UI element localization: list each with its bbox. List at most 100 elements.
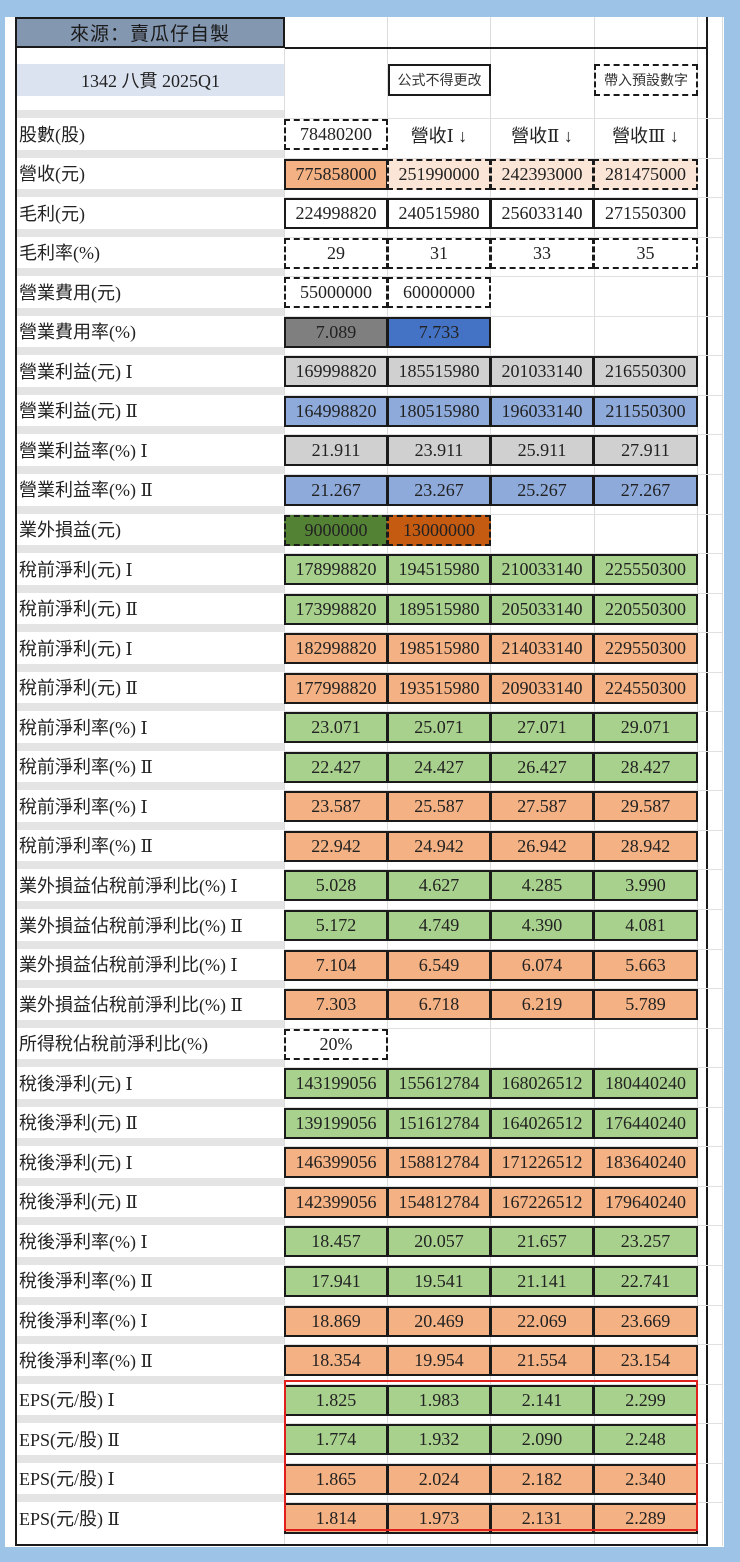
- value-cell[interactable]: 23.071: [284, 712, 388, 744]
- value-cell[interactable]: 229550300: [593, 633, 698, 665]
- value-cell[interactable]: 7.303: [284, 989, 388, 1021]
- value-cell[interactable]: 25.587: [387, 791, 491, 823]
- value-cell[interactable]: 29.071: [593, 712, 698, 744]
- value-cell[interactable]: 23.154: [593, 1345, 698, 1377]
- value-cell[interactable]: 5.028: [284, 870, 388, 902]
- value-cell[interactable]: 1.973: [387, 1503, 491, 1535]
- value-cell[interactable]: 220550300: [593, 593, 698, 625]
- value-cell[interactable]: 1.825: [284, 1384, 388, 1416]
- value-cell[interactable]: 60000000: [387, 277, 491, 309]
- revenue-scenario-header[interactable]: 營收Ⅰ ↓: [410, 125, 468, 146]
- value-cell[interactable]: 182998820: [284, 633, 388, 665]
- value-cell[interactable]: 224998820: [284, 198, 388, 230]
- value-cell[interactable]: 20.469: [387, 1305, 491, 1337]
- value-cell[interactable]: 17.941: [284, 1265, 388, 1297]
- value-cell[interactable]: 180515980: [387, 395, 491, 427]
- value-cell[interactable]: 21.911: [284, 435, 388, 467]
- value-cell[interactable]: 23.257: [593, 1226, 698, 1258]
- value-cell[interactable]: 19.541: [387, 1265, 491, 1297]
- value-cell[interactable]: 5.172: [284, 910, 388, 941]
- value-cell[interactable]: 251990000: [387, 158, 491, 190]
- value-cell[interactable]: 775858000: [284, 158, 388, 190]
- value-cell[interactable]: 27.911: [593, 435, 698, 467]
- value-cell[interactable]: 26.427: [490, 751, 594, 783]
- value-cell[interactable]: 179640240: [593, 1186, 698, 1218]
- value-cell[interactable]: 281475000: [593, 158, 698, 190]
- value-cell[interactable]: 196033140: [490, 395, 594, 427]
- value-cell[interactable]: 224550300: [593, 672, 698, 704]
- value-cell[interactable]: 2.131: [490, 1503, 594, 1535]
- value-cell[interactable]: 55000000: [284, 277, 388, 309]
- value-cell[interactable]: 240515980: [387, 198, 491, 230]
- value-cell[interactable]: 27.267: [593, 474, 698, 506]
- value-cell[interactable]: 7.089: [284, 316, 388, 348]
- value-cell[interactable]: 20%: [284, 1028, 388, 1060]
- value-cell[interactable]: 209033140: [490, 672, 594, 704]
- value-cell[interactable]: 2.299: [593, 1384, 698, 1416]
- value-cell[interactable]: 24.942: [387, 830, 491, 862]
- value-cell[interactable]: 177998820: [284, 672, 388, 704]
- value-cell[interactable]: 78480200: [284, 119, 388, 150]
- value-cell[interactable]: 1.932: [387, 1424, 491, 1456]
- value-cell[interactable]: 4.390: [490, 910, 594, 941]
- value-cell[interactable]: 4.627: [387, 870, 491, 902]
- value-cell[interactable]: 173998820: [284, 593, 388, 625]
- value-cell[interactable]: 22.069: [490, 1305, 594, 1337]
- value-cell[interactable]: 28.427: [593, 751, 698, 783]
- value-cell[interactable]: 21.657: [490, 1226, 594, 1258]
- value-cell[interactable]: 178998820: [284, 554, 388, 586]
- value-cell[interactable]: 33: [490, 237, 594, 269]
- value-cell[interactable]: 183640240: [593, 1147, 698, 1179]
- value-cell[interactable]: 18.354: [284, 1345, 388, 1377]
- value-cell[interactable]: 242393000: [490, 158, 594, 190]
- value-cell[interactable]: 22.942: [284, 830, 388, 862]
- value-cell[interactable]: 20.057: [387, 1226, 491, 1258]
- value-cell[interactable]: 27.587: [490, 791, 594, 823]
- value-cell[interactable]: 6.549: [387, 949, 491, 981]
- value-cell[interactable]: 24.427: [387, 751, 491, 783]
- value-cell[interactable]: 5.789: [593, 989, 698, 1021]
- value-cell[interactable]: 7.733: [387, 316, 491, 348]
- value-cell[interactable]: 225550300: [593, 554, 698, 586]
- value-cell[interactable]: 180440240: [593, 1068, 698, 1100]
- value-cell[interactable]: 164026512: [490, 1107, 594, 1139]
- value-cell[interactable]: 193515980: [387, 672, 491, 704]
- value-cell[interactable]: 2.141: [490, 1384, 594, 1416]
- value-cell[interactable]: 167226512: [490, 1186, 594, 1218]
- value-cell[interactable]: 18.869: [284, 1305, 388, 1337]
- value-cell[interactable]: 3.990: [593, 870, 698, 902]
- value-cell[interactable]: 5.663: [593, 949, 698, 981]
- value-cell[interactable]: 214033140: [490, 633, 594, 665]
- value-cell[interactable]: 23.911: [387, 435, 491, 467]
- value-cell[interactable]: 6.074: [490, 949, 594, 981]
- value-cell[interactable]: 194515980: [387, 554, 491, 586]
- value-cell[interactable]: 139199056: [284, 1107, 388, 1139]
- value-cell[interactable]: 168026512: [490, 1068, 594, 1100]
- value-cell[interactable]: 23.587: [284, 791, 388, 823]
- value-cell[interactable]: 22.427: [284, 751, 388, 783]
- revenue-scenario-header[interactable]: 營收Ⅲ ↓: [612, 125, 679, 146]
- value-cell[interactable]: 1.774: [284, 1424, 388, 1456]
- value-cell[interactable]: 28.942: [593, 830, 698, 862]
- value-cell[interactable]: 29: [284, 237, 388, 269]
- value-cell[interactable]: 154812784: [387, 1186, 491, 1218]
- value-cell[interactable]: 19.954: [387, 1345, 491, 1377]
- value-cell[interactable]: 171226512: [490, 1147, 594, 1179]
- value-cell[interactable]: 205033140: [490, 593, 594, 625]
- value-cell[interactable]: 25.911: [490, 435, 594, 467]
- value-cell[interactable]: 158812784: [387, 1147, 491, 1179]
- value-cell[interactable]: 211550300: [593, 395, 698, 427]
- value-cell[interactable]: 155612784: [387, 1068, 491, 1100]
- value-cell[interactable]: 21.554: [490, 1345, 594, 1377]
- value-cell[interactable]: 176440240: [593, 1107, 698, 1139]
- value-cell[interactable]: 29.587: [593, 791, 698, 823]
- value-cell[interactable]: 35: [593, 237, 698, 269]
- value-cell[interactable]: 2.024: [387, 1463, 491, 1495]
- value-cell[interactable]: 169998820: [284, 356, 388, 388]
- value-cell[interactable]: 271550300: [593, 198, 698, 230]
- value-cell[interactable]: 7.104: [284, 949, 388, 981]
- value-cell[interactable]: 26.942: [490, 830, 594, 862]
- value-cell[interactable]: 210033140: [490, 554, 594, 586]
- value-cell[interactable]: 185515980: [387, 356, 491, 388]
- value-cell[interactable]: 189515980: [387, 593, 491, 625]
